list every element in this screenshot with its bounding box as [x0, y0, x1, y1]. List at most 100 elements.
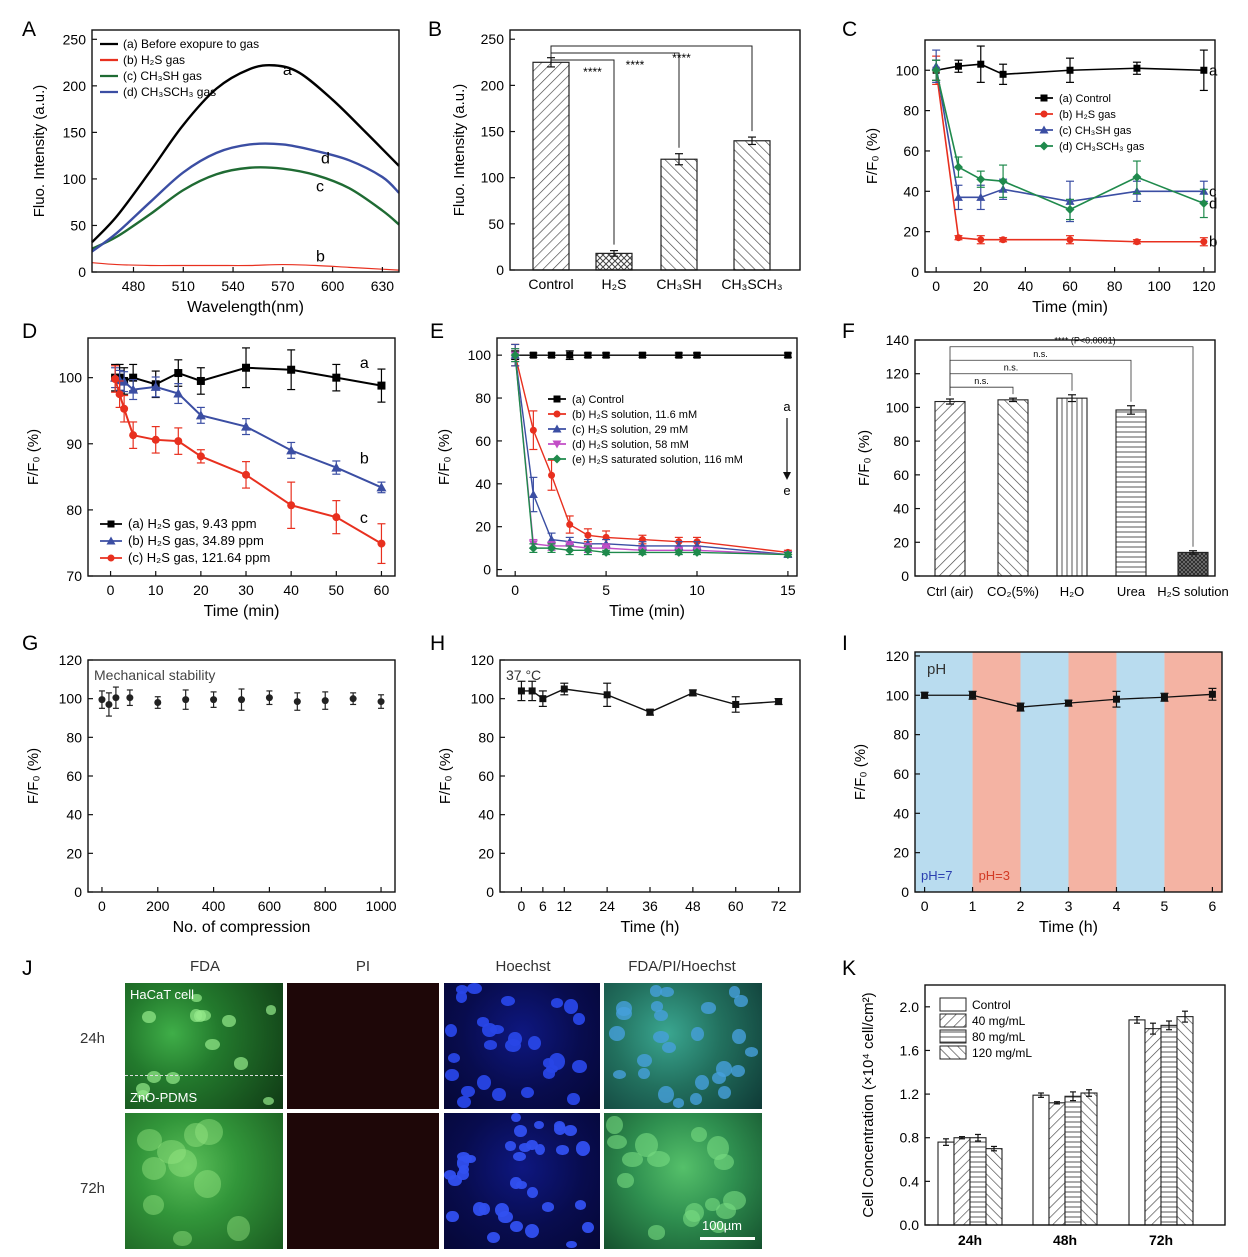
e-legend-marker-3: [552, 440, 562, 449]
h-series-0-point: [689, 689, 697, 697]
cell-blob: [184, 1122, 208, 1148]
cell-blob: [566, 1240, 577, 1249]
h-xtick-label: 12: [556, 898, 572, 914]
c-series-3-point: [1132, 172, 1142, 182]
c-ytick-label: 40: [903, 183, 919, 199]
c-xtick-label: 60: [1062, 278, 1078, 294]
e-legend-label-2: (c) H₂S solution, 29 mM: [572, 424, 688, 436]
cell-blob: [556, 1145, 569, 1156]
g-point: [105, 700, 113, 708]
g-title: Mechanical stability: [94, 667, 215, 683]
c-series-1-point: [1066, 236, 1074, 244]
e-legend-label-3: (d) H₂S solution, 58 mM: [572, 439, 689, 451]
j-img-merge-72h: [604, 1113, 762, 1249]
k-xtick-label: 24h: [958, 1232, 982, 1248]
cell-blob: [141, 1157, 167, 1180]
h-series-0-point: [732, 700, 740, 708]
e-series-0-point: [529, 351, 537, 359]
e-series-2-line: [514, 355, 788, 556]
d-series-1-point: [173, 388, 184, 398]
g-point: [98, 696, 106, 704]
g-xtick-label: 400: [202, 898, 226, 914]
cell-blob: [510, 1113, 521, 1123]
d-series-1-line: [114, 376, 382, 489]
cell-blob: [653, 1009, 668, 1021]
c-series-2-point: [976, 192, 986, 201]
f-bar-2: [1056, 397, 1088, 577]
i-band-2: [1020, 652, 1069, 892]
k-series-2-err: [1070, 1091, 1076, 1102]
e-ytick-label: 20: [475, 519, 491, 535]
panel-c: a b cd 0 20 40 60 80 100 0 20 40 60 80 100 120 Time (min…: [864, 39, 1218, 316]
h-series-0-point: [539, 695, 547, 703]
k-series-2-bar: [1160, 1024, 1178, 1226]
i-ytick-label: 60: [893, 766, 909, 782]
e-series-4-point: [565, 545, 575, 555]
d-series-0-point: [287, 365, 296, 374]
i-xlabel: Time (h): [1039, 919, 1098, 936]
cell-blob: [564, 1124, 578, 1136]
cell-blob: [707, 1136, 730, 1161]
b-bar-2-err: [675, 153, 683, 166]
e-series-4-point: [783, 550, 793, 560]
c-series-0-point: [999, 70, 1007, 78]
j-letter: J: [22, 957, 33, 980]
cell-blob: [141, 1010, 156, 1024]
a-series-0-line: [91, 63, 400, 244]
i-band-3: [1068, 652, 1117, 892]
i-xtick-label: 0: [921, 898, 929, 914]
a-series-1-line: [91, 262, 400, 271]
d-series-0-point: [242, 363, 251, 372]
cell-blob: [652, 1030, 669, 1043]
f-xtick-label: Urea: [1117, 584, 1146, 599]
j-img-fda-72h: [125, 1113, 283, 1249]
g-xtick-label: 1000: [365, 898, 396, 914]
k-series-3-bar: [1080, 1092, 1098, 1226]
h-ylabel: F/F₀ (%): [437, 748, 454, 804]
i-ylabel: F/F₀ (%): [852, 744, 869, 800]
k-series-2-bar: [1064, 1095, 1082, 1226]
k-series-1-err: [1054, 1101, 1060, 1105]
cell-blob: [582, 1221, 595, 1234]
cell-blob: [574, 1200, 587, 1210]
d-series-2-point: [242, 470, 251, 479]
c-series-0-point: [1133, 64, 1141, 72]
cell-blob: [501, 995, 516, 1007]
i-ytick-label: 120: [886, 648, 910, 664]
cell-blob: [165, 1071, 181, 1085]
k-series-1-bar: [1144, 1028, 1162, 1226]
cell-blob: [637, 1067, 650, 1080]
cell-blob: [647, 1225, 666, 1240]
cell-blob: [157, 1140, 186, 1165]
cell-blob: [649, 985, 663, 997]
c-series-3-point: [976, 174, 986, 184]
d-series-1-point: [119, 376, 130, 386]
cell-blob: [476, 1075, 491, 1091]
i-band-4: [1116, 652, 1165, 892]
b-ytick-label: 0: [496, 262, 504, 278]
e-arrow-head: [783, 472, 791, 480]
f-sig-bracket-1: n.s.: [949, 363, 1073, 396]
cell-blob: [695, 1074, 710, 1091]
e-legend-label-1: (b) H₂S solution, 11.6 mM: [572, 409, 697, 421]
cell-blob: [461, 1085, 475, 1098]
e-legend-marker-1: [553, 410, 561, 418]
cell-blob: [734, 994, 748, 1008]
a-series-3-line: [91, 142, 400, 253]
cell-blob: [445, 1023, 458, 1037]
k-frame: [924, 984, 1226, 1226]
j-row-24h: 24h: [80, 1030, 106, 1047]
e-letter: E: [430, 320, 444, 343]
g-point: [126, 694, 134, 702]
k-series-3-bar: [985, 1148, 1003, 1226]
j-img-hoechst-24h: [444, 983, 600, 1109]
c-series-0-tag: a: [1209, 62, 1218, 79]
k-ytick-label: 1.2: [900, 1086, 920, 1102]
e-series-1-point: [529, 426, 537, 434]
cell-blob: [483, 1039, 498, 1050]
c-xtick-label: 80: [1107, 278, 1123, 294]
a-ytick-label: 150: [63, 124, 87, 140]
i-xtick-label: 1: [969, 898, 977, 914]
